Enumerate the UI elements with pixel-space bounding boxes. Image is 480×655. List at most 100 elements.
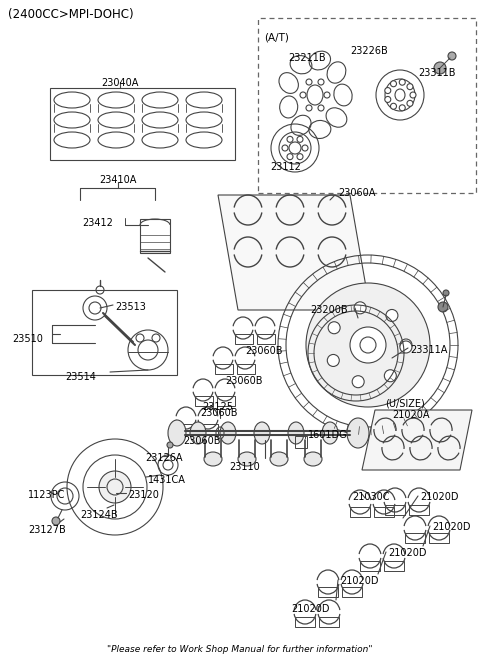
Bar <box>178 424 196 434</box>
Text: (A/T): (A/T) <box>264 32 289 42</box>
Text: 21030C: 21030C <box>352 492 389 502</box>
Bar <box>237 364 255 374</box>
Text: 23311B: 23311B <box>418 68 456 78</box>
Text: "Please refer to Work Shop Manual for further information": "Please refer to Work Shop Manual for fu… <box>107 645 373 654</box>
Circle shape <box>400 341 412 353</box>
Circle shape <box>302 145 308 151</box>
Circle shape <box>384 369 396 382</box>
Text: 21020A: 21020A <box>392 410 430 420</box>
Circle shape <box>52 517 60 525</box>
Text: 23510: 23510 <box>12 334 43 344</box>
Circle shape <box>386 309 398 322</box>
Text: 23311A: 23311A <box>410 345 447 355</box>
Circle shape <box>318 79 324 85</box>
Circle shape <box>300 92 306 98</box>
Text: 23110: 23110 <box>229 462 260 472</box>
Bar <box>140 219 170 253</box>
Circle shape <box>350 327 386 363</box>
Bar <box>385 505 405 515</box>
Bar <box>318 587 338 597</box>
Text: 23211B: 23211B <box>288 53 325 63</box>
Ellipse shape <box>270 452 288 466</box>
Text: 23514: 23514 <box>65 372 96 382</box>
Ellipse shape <box>304 452 322 466</box>
Circle shape <box>287 154 293 160</box>
Bar <box>200 424 218 434</box>
Circle shape <box>306 105 312 111</box>
Text: 1601DG: 1601DG <box>308 430 348 440</box>
Bar <box>257 334 275 344</box>
Circle shape <box>352 376 364 388</box>
Ellipse shape <box>347 418 369 448</box>
Bar <box>409 505 429 515</box>
Text: 21020D: 21020D <box>432 522 470 532</box>
Circle shape <box>327 354 339 366</box>
Ellipse shape <box>168 420 186 446</box>
Text: 23126A: 23126A <box>145 453 182 463</box>
Text: 23125: 23125 <box>203 402 233 412</box>
Bar <box>195 396 213 406</box>
Text: 23112: 23112 <box>270 162 301 172</box>
Bar <box>319 617 339 627</box>
Bar <box>50 88 235 160</box>
Circle shape <box>385 88 391 94</box>
Circle shape <box>400 339 412 351</box>
Bar <box>374 507 394 517</box>
Circle shape <box>448 52 456 60</box>
Ellipse shape <box>220 422 236 444</box>
Text: 21020D: 21020D <box>420 492 458 502</box>
Text: 23060B: 23060B <box>183 436 220 446</box>
Circle shape <box>306 283 430 407</box>
Text: (U/SIZE): (U/SIZE) <box>385 398 425 408</box>
Circle shape <box>354 302 366 314</box>
Bar <box>32 290 177 375</box>
Text: 23060B: 23060B <box>245 346 283 356</box>
Circle shape <box>399 105 405 111</box>
Ellipse shape <box>204 452 222 466</box>
Circle shape <box>391 81 396 86</box>
Circle shape <box>385 96 391 102</box>
Circle shape <box>306 79 312 85</box>
Text: 23060B: 23060B <box>200 408 238 418</box>
Circle shape <box>318 105 324 111</box>
Text: 23040A: 23040A <box>101 78 139 88</box>
Bar <box>350 507 370 517</box>
Bar <box>258 18 476 193</box>
Text: 21020D: 21020D <box>388 548 427 558</box>
Circle shape <box>287 136 293 142</box>
Circle shape <box>407 100 413 106</box>
Bar <box>217 396 235 406</box>
Ellipse shape <box>288 422 304 444</box>
Bar <box>295 436 307 448</box>
Circle shape <box>99 471 131 503</box>
Text: 21020D: 21020D <box>291 604 329 614</box>
Bar <box>384 561 404 571</box>
Polygon shape <box>362 410 472 470</box>
Text: 23127B: 23127B <box>28 525 66 535</box>
Ellipse shape <box>190 422 206 444</box>
Circle shape <box>324 92 330 98</box>
Text: 23200B: 23200B <box>310 305 348 315</box>
Text: 23410A: 23410A <box>99 175 137 185</box>
Circle shape <box>438 302 448 312</box>
Circle shape <box>297 154 303 160</box>
Ellipse shape <box>322 422 338 444</box>
Circle shape <box>391 103 396 109</box>
Bar <box>215 364 233 374</box>
Bar <box>295 617 315 627</box>
Text: 1123PC: 1123PC <box>28 490 65 500</box>
Circle shape <box>443 290 449 296</box>
Circle shape <box>328 322 340 334</box>
Text: 23226B: 23226B <box>350 46 388 56</box>
Text: 23060A: 23060A <box>338 188 375 198</box>
Text: (2400CC>MPI-DOHC): (2400CC>MPI-DOHC) <box>8 8 133 21</box>
Circle shape <box>167 442 173 448</box>
Polygon shape <box>218 195 370 310</box>
Circle shape <box>399 79 405 85</box>
Text: 23120: 23120 <box>128 490 159 500</box>
Text: 23124B: 23124B <box>80 510 118 520</box>
Bar <box>342 587 362 597</box>
Bar <box>429 533 449 543</box>
Text: 23060B: 23060B <box>225 376 263 386</box>
Circle shape <box>297 136 303 142</box>
